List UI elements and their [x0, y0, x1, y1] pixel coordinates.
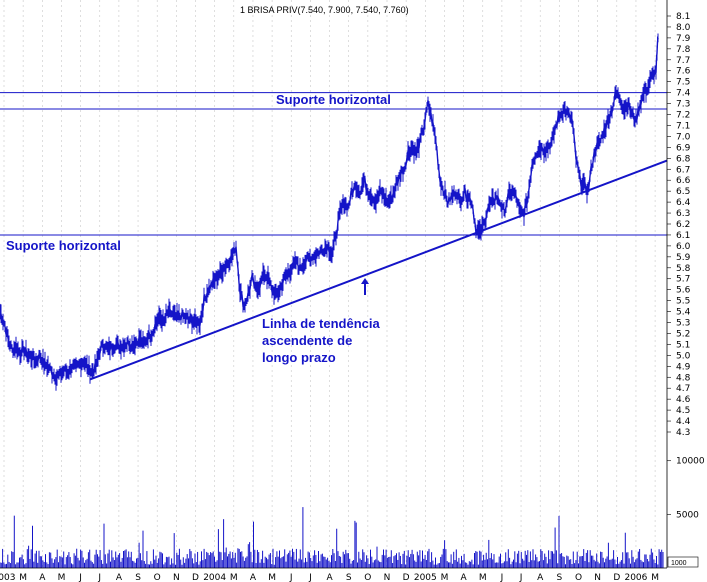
x-tick-label: D	[403, 573, 410, 582]
y-tick-label: 4.7	[676, 384, 690, 394]
x-tick-label: D	[613, 573, 620, 582]
y-tick-label: 6.5	[676, 187, 690, 197]
support-label: Suporte horizontal	[6, 238, 121, 253]
x-tick-label: J	[519, 573, 523, 582]
y-tick-label: 5.5	[676, 297, 690, 307]
volume-tick-label: 10000	[676, 457, 705, 467]
y-tick-label: 5.2	[676, 329, 690, 339]
x-tick-label: O	[575, 573, 582, 582]
x-tick-label: J	[308, 573, 312, 582]
x-tick-label: J	[78, 573, 82, 582]
y-tick-label: 7.6	[676, 67, 691, 77]
x-tick-label: N	[173, 573, 180, 582]
trend-label-line-3: longo prazo	[262, 350, 336, 365]
x-tick-label: J	[289, 573, 293, 582]
price-plot-area	[0, 0, 667, 568]
y-tick-label: 7.3	[676, 100, 690, 110]
y-tick-label: 6.0	[676, 242, 691, 252]
x-tick-label: A	[39, 573, 46, 582]
y-tick-label: 8.1	[676, 12, 690, 22]
volume-scale-box	[667, 556, 699, 568]
x-tick-label: N	[594, 573, 601, 582]
x-tick-label: 2003	[0, 573, 15, 582]
resistance-label: Suporte horizontal	[276, 92, 391, 107]
x-tick-label: S	[556, 573, 562, 582]
x-tick-label: M	[441, 573, 449, 582]
chart-title: 1 BRISA PRIV(7.540, 7.900, 7.540, 7.760)	[240, 5, 409, 15]
x-tick-label: J	[500, 573, 504, 582]
y-tick-label: 5.8	[676, 264, 691, 274]
volume-tick-label: 5000	[676, 510, 699, 520]
volume-axis-ticks: 5000 10000	[667, 457, 705, 520]
y-tick-label: 4.3	[676, 428, 690, 438]
volume-scale-label: 1000	[671, 560, 687, 567]
y-tick-label: 7.4	[676, 89, 691, 99]
y-tick-label: 5.3	[676, 319, 690, 329]
y-tick-label: 5.7	[676, 275, 690, 285]
y-tick-label: 7.1	[676, 121, 690, 131]
y-tick-label: 4.9	[676, 362, 691, 372]
y-tick-label: 6.1	[676, 231, 690, 241]
x-tick-label: O	[154, 573, 161, 582]
y-tick-label: 6.6	[676, 176, 691, 186]
x-tick-label: M	[479, 573, 487, 582]
x-axis-ticks: 2003 M A M J J A S O N D 2004 M A M J J A S O N D 2005 M A M J J A S O…	[0, 573, 659, 582]
price-series	[0, 33, 659, 391]
y-tick-label: 7.2	[676, 111, 690, 121]
trendline	[89, 159, 668, 381]
x-tick-label: M	[268, 573, 276, 582]
y-tick-label: 7.7	[676, 56, 690, 66]
y-tick-label: 4.5	[676, 406, 690, 416]
x-tick-label: J	[97, 573, 101, 582]
x-tick-label: A	[461, 573, 468, 582]
x-tick-label: A	[326, 573, 333, 582]
y-tick-label: 7.0	[676, 132, 691, 142]
y-tick-label: 4.6	[676, 395, 691, 405]
y-tick-label: 6.2	[676, 220, 690, 230]
x-tick-label: O	[364, 573, 371, 582]
y-tick-label: 7.9	[676, 34, 691, 44]
y-tick-label: 4.8	[676, 373, 691, 383]
x-tick-label: A	[250, 573, 257, 582]
x-tick-label: M	[58, 573, 66, 582]
x-tick-label: S	[135, 573, 141, 582]
arrow-up-icon	[361, 278, 369, 295]
trend-label-line-1: Linha de tendência	[262, 316, 381, 331]
y-tick-label: 6.3	[676, 209, 690, 219]
x-tick-label: 2004	[203, 573, 226, 582]
y-tick-label: 5.4	[676, 308, 691, 318]
x-tick-label: 2005	[414, 573, 437, 582]
x-tick-label: S	[346, 573, 352, 582]
y-tick-label: 5.0	[676, 351, 691, 361]
y-tick-label: 4.4	[676, 417, 691, 427]
y-tick-label: 5.6	[676, 286, 691, 296]
y-tick-label: 5.9	[676, 253, 691, 263]
x-tick-label: A	[116, 573, 123, 582]
y-tick-label: 7.5	[676, 78, 690, 88]
x-tick-label: M	[230, 573, 238, 582]
volume-bars	[0, 507, 664, 568]
y-tick-label: 8.0	[676, 23, 691, 33]
x-tick-label: N	[384, 573, 391, 582]
trend-line	[89, 159, 668, 381]
y-tick-label: 5.1	[676, 340, 690, 350]
y-tick-label: 6.9	[676, 143, 691, 153]
x-tick-label: M	[19, 573, 27, 582]
y-tick-label: 6.4	[676, 198, 691, 208]
y-tick-label: 6.8	[676, 154, 691, 164]
y-tick-label: 6.7	[676, 165, 690, 175]
x-tick-label: D	[192, 573, 199, 582]
y-axis-ticks: 4.34.44.54.64.74.84.95.05.15.25.35.45.55…	[667, 12, 691, 438]
x-tick-label: M	[651, 573, 659, 582]
y-tick-label: 7.8	[676, 45, 691, 55]
x-tick-label: A	[537, 573, 544, 582]
trend-label-line-2: ascendente de	[262, 333, 352, 348]
x-tick-label: 2006	[624, 573, 647, 582]
